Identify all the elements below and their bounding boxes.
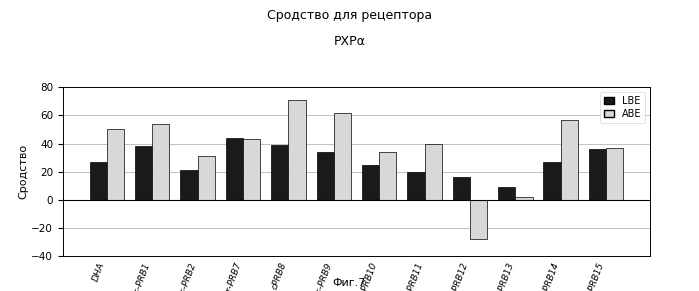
Bar xyxy=(589,149,606,200)
Bar xyxy=(289,100,305,200)
Bar xyxy=(424,143,442,200)
Bar xyxy=(515,197,533,200)
Text: Сродство для рецептора: Сродство для рецептора xyxy=(267,9,432,22)
Bar xyxy=(561,120,578,200)
Bar xyxy=(89,162,107,200)
Bar xyxy=(317,152,334,200)
Bar xyxy=(470,200,487,239)
Bar xyxy=(243,139,260,200)
Bar xyxy=(453,177,470,200)
Bar xyxy=(606,148,624,200)
Bar xyxy=(498,187,515,200)
Y-axis label: Сродство: Сродство xyxy=(19,144,29,199)
Bar xyxy=(334,113,351,200)
Bar xyxy=(152,124,169,200)
Legend: LBE, ABE: LBE, ABE xyxy=(600,92,645,123)
Bar xyxy=(135,146,152,200)
Bar xyxy=(180,170,198,200)
Text: РХРα: РХРα xyxy=(333,35,366,48)
Bar xyxy=(408,172,424,200)
Bar xyxy=(107,129,124,200)
Bar xyxy=(362,165,379,200)
Bar xyxy=(226,138,243,200)
Bar xyxy=(198,156,215,200)
Bar xyxy=(379,152,396,200)
Text: Фиг.7: Фиг.7 xyxy=(333,278,366,288)
Bar xyxy=(271,145,289,200)
Bar xyxy=(544,162,561,200)
